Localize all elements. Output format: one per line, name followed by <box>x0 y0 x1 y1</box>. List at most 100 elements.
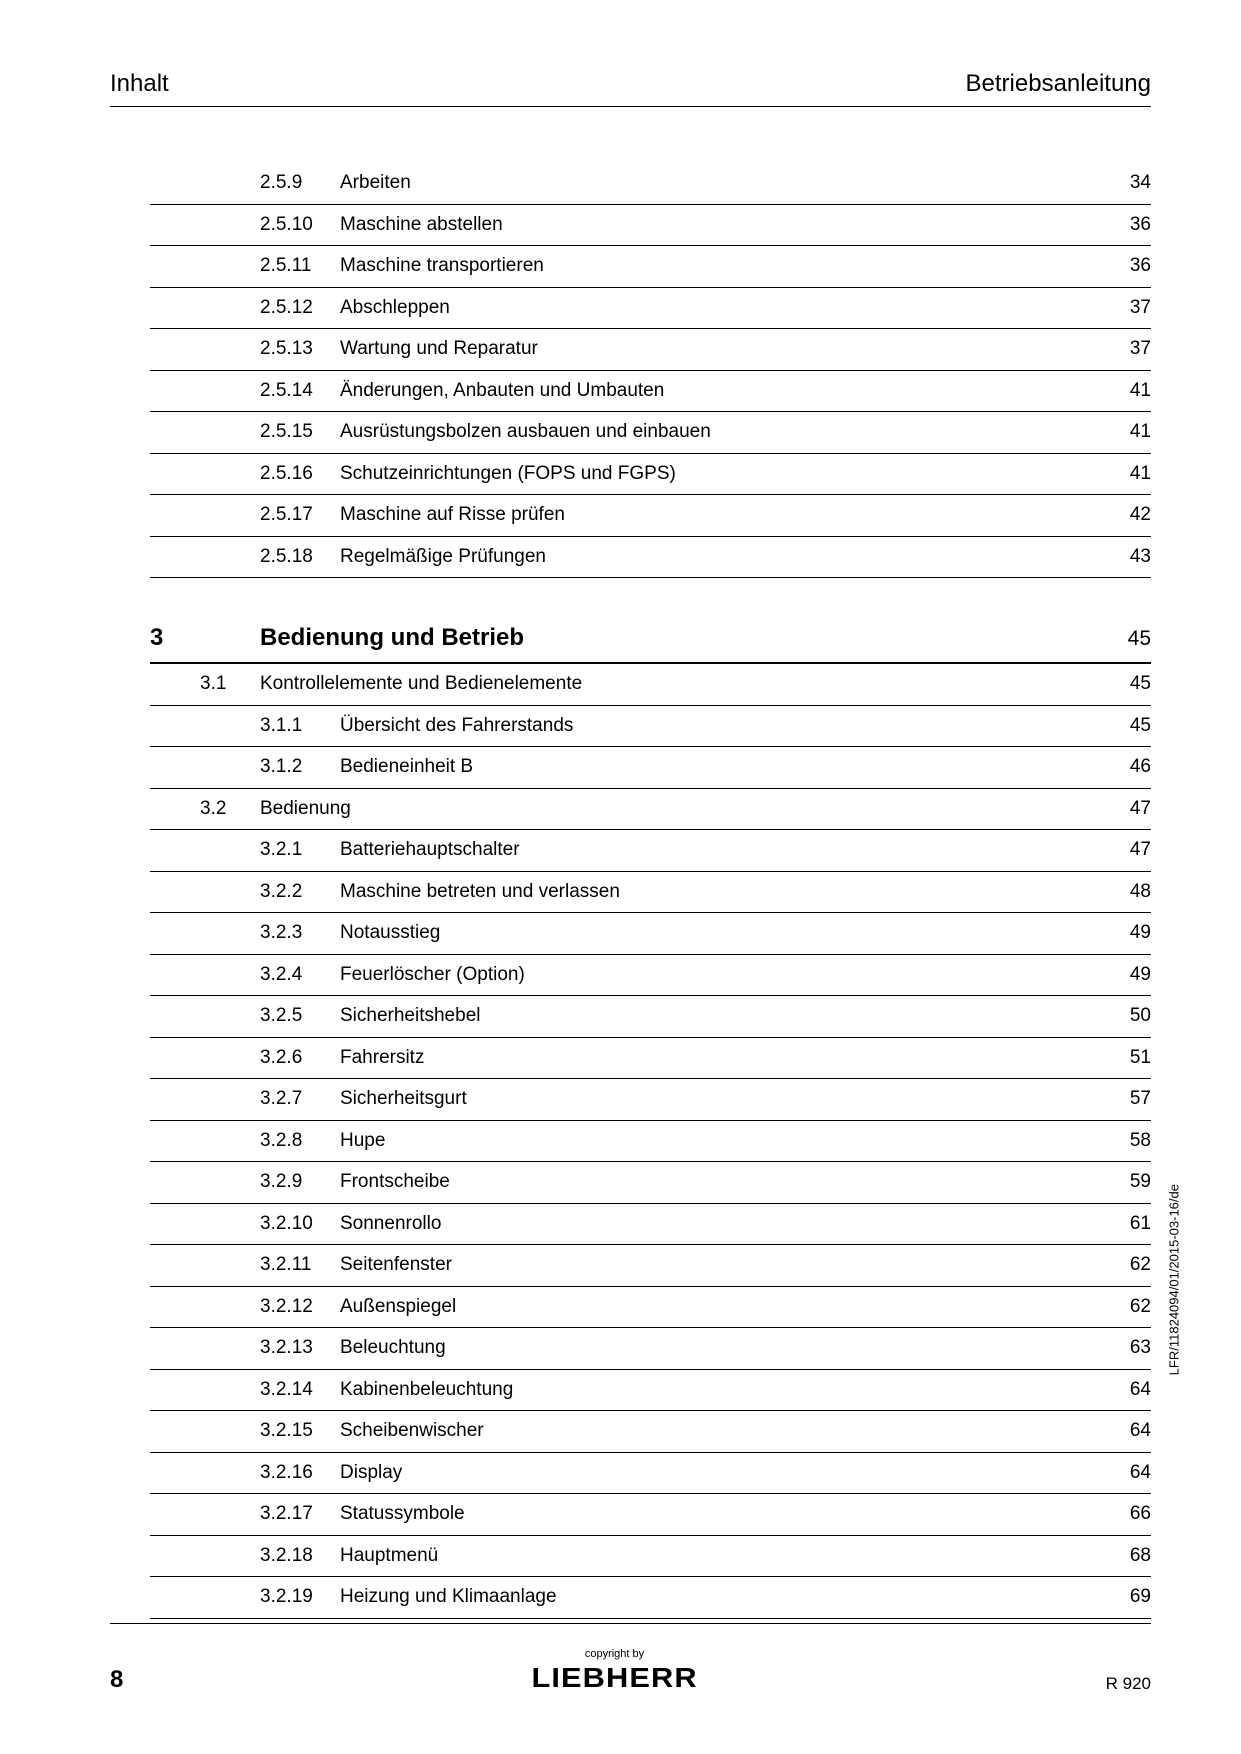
sub-page: 63 <box>1101 1334 1151 1363</box>
section-page: 45 <box>1101 670 1151 699</box>
sub-title: Übersicht des Fahrerstands <box>340 712 1101 741</box>
sub-number: 3.2.2 <box>260 878 340 907</box>
toc-sub-row: 3.2.1Batteriehauptschalter47 <box>150 830 1151 872</box>
sub-page: 59 <box>1101 1168 1151 1197</box>
table-of-contents: 2.5.9Arbeiten342.5.10Maschine abstellen3… <box>110 163 1151 1619</box>
sub-number: 3.2.19 <box>260 1583 340 1612</box>
sub-number: 3.2.10 <box>260 1210 340 1239</box>
toc-sub-row: 3.2.2Maschine betreten und verlassen48 <box>150 872 1151 914</box>
sub-title: Außenspiegel <box>340 1293 1101 1322</box>
toc-sub-row: 2.5.12Abschleppen37 <box>150 288 1151 330</box>
section-number: 3.2 <box>200 795 260 824</box>
sub-title: Maschine betreten und verlassen <box>340 878 1101 907</box>
toc-sub-row: 3.2.6Fahrersitz51 <box>150 1038 1151 1080</box>
sub-number: 3.2.4 <box>260 961 340 990</box>
toc-sub-row: 3.2.4Feuerlöscher (Option)49 <box>150 955 1151 997</box>
sub-number: 2.5.11 <box>260 252 340 281</box>
sub-number: 2.5.10 <box>260 211 340 240</box>
sub-page: 43 <box>1101 543 1151 572</box>
sub-page: 37 <box>1101 294 1151 323</box>
chapter-title: Bedienung und Betrieb <box>260 620 1101 656</box>
document-page: Inhalt Betriebsanleitung 2.5.9Arbeiten34… <box>0 0 1241 1754</box>
sub-number: 3.2.7 <box>260 1085 340 1114</box>
sub-number: 3.2.9 <box>260 1168 340 1197</box>
sub-title: Statussymbole <box>340 1500 1101 1529</box>
sub-page: 42 <box>1101 501 1151 530</box>
toc-sub-row: 3.2.19Heizung und Klimaanlage69 <box>150 1577 1151 1619</box>
sub-number: 2.5.12 <box>260 294 340 323</box>
toc-sub-row: 2.5.17Maschine auf Risse prüfen42 <box>150 495 1151 537</box>
sub-page: 49 <box>1101 919 1151 948</box>
sub-title: Notausstieg <box>340 919 1101 948</box>
sub-number: 3.2.17 <box>260 1500 340 1529</box>
sub-title: Schutzeinrichtungen (FOPS und FGPS) <box>340 460 1101 489</box>
sub-page: 47 <box>1101 836 1151 865</box>
sub-number: 3.2.11 <box>260 1251 340 1280</box>
sub-title: Maschine auf Risse prüfen <box>340 501 1101 530</box>
toc-sub-row: 3.2.8Hupe58 <box>150 1121 1151 1163</box>
sub-page: 46 <box>1101 753 1151 782</box>
sub-page: 64 <box>1101 1459 1151 1488</box>
sub-title: Sicherheitshebel <box>340 1002 1101 1031</box>
sub-page: 41 <box>1101 460 1151 489</box>
toc-sub-row: 2.5.11Maschine transportieren36 <box>150 246 1151 288</box>
side-reference-code: LFR/11824094/01/2015-03-16/de <box>1166 1184 1181 1375</box>
section-number: 3.1 <box>200 670 260 699</box>
toc-sub-row: 3.2.15Scheibenwischer64 <box>150 1411 1151 1453</box>
sub-title: Frontscheibe <box>340 1168 1101 1197</box>
toc-sub-row: 2.5.16Schutzeinrichtungen (FOPS und FGPS… <box>150 454 1151 496</box>
toc-sub-row: 3.2.11Seitenfenster62 <box>150 1245 1151 1287</box>
toc-sub-row: 3.2.5Sicherheitshebel50 <box>150 996 1151 1038</box>
toc-group-3-1: 3.1.1Übersicht des Fahrerstands453.1.2Be… <box>150 706 1151 789</box>
section-title: Kontrollelemente und Bedienelemente <box>260 670 1101 699</box>
sub-page: 37 <box>1101 335 1151 364</box>
sub-title: Maschine transportieren <box>340 252 1101 281</box>
sub-page: 45 <box>1101 712 1151 741</box>
toc-sub-row: 2.5.10Maschine abstellen36 <box>150 205 1151 247</box>
sub-number: 3.2.15 <box>260 1417 340 1446</box>
footer-center: copyright by LIEBHERR <box>123 1648 1105 1694</box>
sub-page: 68 <box>1101 1542 1151 1571</box>
section-title: Bedienung <box>260 795 1101 824</box>
sub-page: 62 <box>1101 1251 1151 1280</box>
toc-sub-row: 3.2.13Beleuchtung63 <box>150 1328 1151 1370</box>
sub-title: Beleuchtung <box>340 1334 1101 1363</box>
toc-sub-row: 3.2.10Sonnenrollo61 <box>150 1204 1151 1246</box>
sub-number: 3.2.18 <box>260 1542 340 1571</box>
toc-sub-row: 2.5.18Regelmäßige Prüfungen43 <box>150 537 1151 579</box>
sub-number: 2.5.13 <box>260 335 340 364</box>
sub-page: 62 <box>1101 1293 1151 1322</box>
sub-title: Heizung und Klimaanlage <box>340 1583 1101 1612</box>
sub-number: 2.5.14 <box>260 377 340 406</box>
toc-sub-row: 3.2.9Frontscheibe59 <box>150 1162 1151 1204</box>
sub-page: 64 <box>1101 1417 1151 1446</box>
page-header: Inhalt Betriebsanleitung <box>110 70 1151 107</box>
sub-title: Arbeiten <box>340 169 1101 198</box>
footer-model: R 920 <box>1106 1674 1151 1694</box>
sub-page: 64 <box>1101 1376 1151 1405</box>
sub-title: Hupe <box>340 1127 1101 1156</box>
sub-page: 49 <box>1101 961 1151 990</box>
toc-group-part1: 2.5.9Arbeiten342.5.10Maschine abstellen3… <box>150 163 1151 578</box>
sub-number: 3.2.1 <box>260 836 340 865</box>
sub-page: 41 <box>1101 377 1151 406</box>
header-right: Betriebsanleitung <box>966 70 1151 98</box>
sub-number: 3.2.13 <box>260 1334 340 1363</box>
sub-page: 69 <box>1101 1583 1151 1612</box>
sub-title: Maschine abstellen <box>340 211 1101 240</box>
sub-title: Feuerlöscher (Option) <box>340 961 1101 990</box>
sub-title: Seitenfenster <box>340 1251 1101 1280</box>
sub-number: 3.2.3 <box>260 919 340 948</box>
toc-sub-row: 3.1.1Übersicht des Fahrerstands45 <box>150 706 1151 748</box>
toc-sub-row: 3.2.3Notausstieg49 <box>150 913 1151 955</box>
sub-number: 3.2.12 <box>260 1293 340 1322</box>
page-footer: 8 copyright by LIEBHERR R 920 <box>110 1648 1151 1694</box>
sub-page: 57 <box>1101 1085 1151 1114</box>
toc-sub-row: 3.1.2Bedieneinheit B46 <box>150 747 1151 789</box>
sub-number: 2.5.18 <box>260 543 340 572</box>
sub-title: Regelmäßige Prüfungen <box>340 543 1101 572</box>
sub-page: 48 <box>1101 878 1151 907</box>
sub-page: 36 <box>1101 252 1151 281</box>
toc-section-row: 3.1 Kontrollelemente und Bedienelemente … <box>150 664 1151 706</box>
toc-sub-row: 2.5.13Wartung und Reparatur37 <box>150 329 1151 371</box>
